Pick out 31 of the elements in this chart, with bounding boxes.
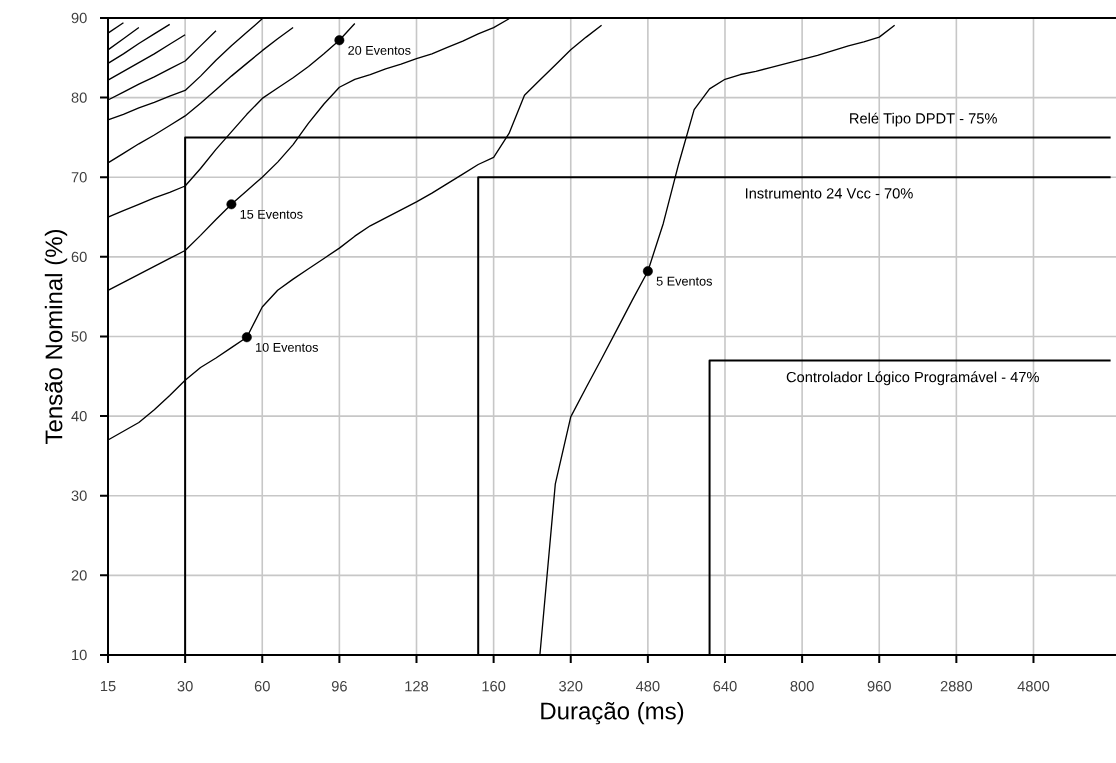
- x-tick-label: 320: [559, 681, 583, 692]
- series-label: Controlador Lógico Programável - 47%: [786, 371, 1039, 386]
- y-tick-label: 80: [71, 92, 87, 103]
- y-tick-label: 30: [71, 490, 87, 501]
- annotation: 20 Eventos: [348, 45, 411, 55]
- x-axis-title: Duração (ms): [541, 701, 684, 725]
- x-tick-label: 96: [331, 681, 347, 692]
- x-tick-label: 30: [177, 681, 193, 692]
- x-tick-label: 60: [254, 681, 270, 692]
- y-tick-label: 60: [71, 251, 87, 263]
- x-tick-label: 4800: [1017, 681, 1050, 692]
- y-tick-label: 20: [71, 570, 87, 581]
- annotation: 10 Eventos: [256, 342, 318, 352]
- x-tick-label: 160: [482, 681, 506, 692]
- series-label: Instrumento 24 Vcc - 70%: [745, 188, 913, 199]
- series-label: Relé Tipo DPDT - 75%: [850, 112, 997, 127]
- y-tick-label: 50: [71, 331, 87, 342]
- x-tick-label: 2880: [940, 681, 973, 692]
- y-axis-title: Tensão Nominal (%): [44, 230, 68, 444]
- x-tick-label: 15: [100, 681, 116, 692]
- x-tick-label: 480: [635, 681, 660, 692]
- y-tick-label: 90: [71, 12, 87, 24]
- x-tick-label: 960: [867, 681, 891, 692]
- annotation: 15 Eventos: [240, 209, 303, 219]
- x-tick-label: 128: [405, 681, 429, 692]
- annotation: 5 Eventos: [656, 276, 712, 286]
- x-tick-label: 800: [790, 681, 814, 692]
- x-tick-label: 640: [713, 681, 737, 692]
- y-tick-label: 10: [72, 649, 87, 661]
- y-tick-label: 40: [71, 410, 87, 422]
- y-tick-label: 70: [71, 172, 87, 183]
